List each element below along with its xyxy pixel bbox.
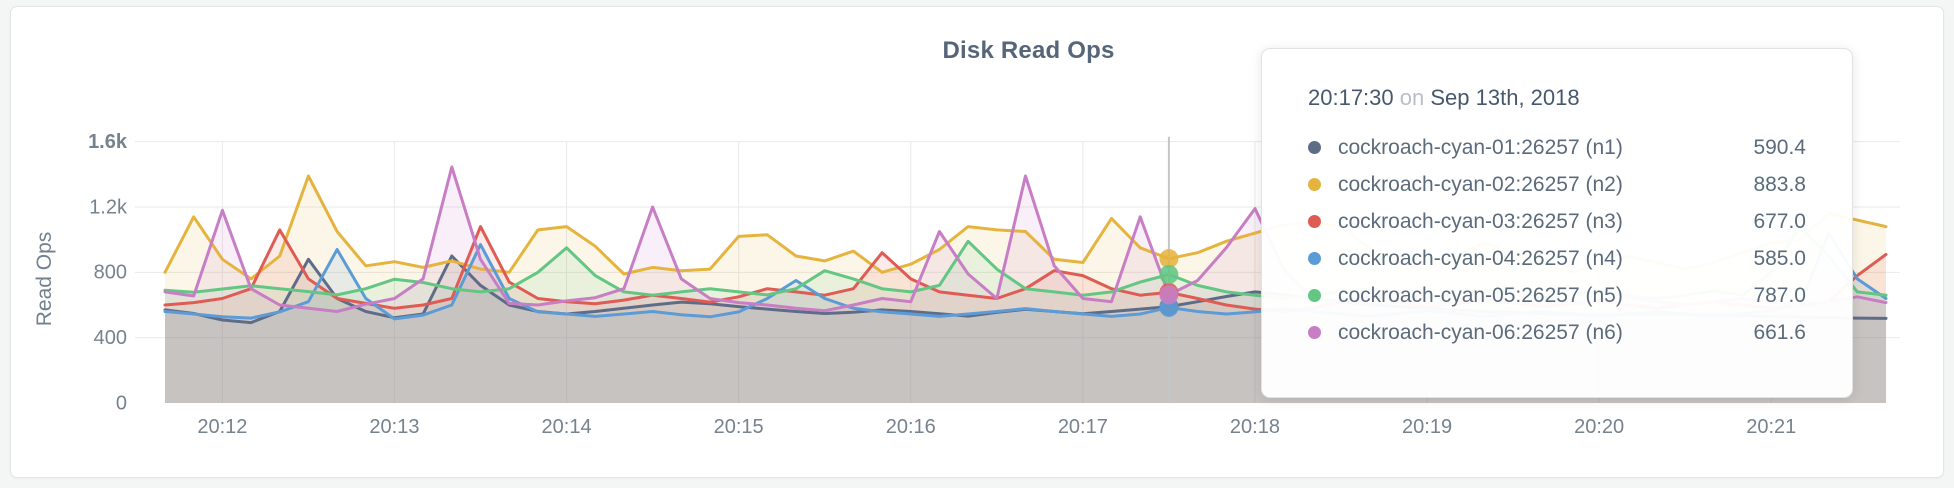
hover-dots bbox=[1159, 249, 1179, 317]
tooltip-series-value: 787.0 bbox=[1753, 283, 1806, 307]
series-color-dot bbox=[1308, 141, 1321, 154]
x-tick-label: 20:19 bbox=[1402, 416, 1452, 438]
x-tick-label: 20:13 bbox=[369, 416, 419, 438]
y-tick-label: 0 bbox=[116, 392, 127, 414]
tooltip-row: cockroach-cyan-01:26257 (n1) 590.4 bbox=[1308, 129, 1806, 166]
tooltip-row: cockroach-cyan-06:26257 (n6) 661.6 bbox=[1308, 314, 1806, 351]
tooltip-series-value: 585.0 bbox=[1753, 246, 1806, 270]
y-axis-ticks: 0 400 800 1.2k 1.6k bbox=[88, 131, 128, 414]
tooltip-row: cockroach-cyan-03:26257 (n3) 677.0 bbox=[1308, 203, 1806, 240]
series-color-dot bbox=[1308, 252, 1321, 265]
series-color-dot bbox=[1308, 215, 1321, 228]
tooltip-header: 20:17:30 on Sep 13th, 2018 bbox=[1308, 85, 1806, 111]
x-axis-ticks: 20:12 20:13 20:14 20:15 20:16 20:17 20:18 20:19… bbox=[197, 416, 1796, 438]
tooltip-series-name: cockroach-cyan-04:26257 (n4) bbox=[1338, 246, 1623, 270]
x-tick-label: 20:14 bbox=[542, 416, 592, 438]
x-tick-label: 20:20 bbox=[1574, 416, 1624, 438]
tooltip-series-name: cockroach-cyan-02:26257 (n2) bbox=[1338, 172, 1623, 196]
series-color-dot bbox=[1308, 326, 1321, 339]
series-color-dot bbox=[1308, 289, 1321, 302]
tooltip-series-name: cockroach-cyan-01:26257 (n1) bbox=[1338, 135, 1623, 159]
y-tick-label: 800 bbox=[94, 262, 127, 284]
tooltip-row: cockroach-cyan-04:26257 (n4) 585.0 bbox=[1308, 240, 1806, 277]
tooltip-conjunction: on bbox=[1399, 85, 1425, 110]
y-tick-label: 1.2k bbox=[89, 196, 128, 218]
tooltip-time: 20:17:30 bbox=[1308, 85, 1394, 110]
series-color-dot bbox=[1308, 178, 1321, 191]
x-tick-label: 20:15 bbox=[714, 416, 764, 438]
tooltip-series-value: 677.0 bbox=[1753, 209, 1806, 233]
hover-tooltip: 20:17:30 on Sep 13th, 2018 cockroach-cya… bbox=[1261, 48, 1853, 398]
tooltip-series-value: 883.8 bbox=[1753, 172, 1806, 196]
x-tick-label: 20:18 bbox=[1230, 416, 1280, 438]
tooltip-series-name: cockroach-cyan-05:26257 (n5) bbox=[1338, 283, 1623, 307]
hover-dot bbox=[1159, 285, 1179, 305]
hover-dot bbox=[1159, 264, 1179, 284]
y-tick-label: 400 bbox=[94, 327, 127, 349]
tooltip-date: Sep 13th, 2018 bbox=[1430, 85, 1580, 110]
tooltip-series-name: cockroach-cyan-06:26257 (n6) bbox=[1338, 320, 1623, 344]
tooltip-series-value: 590.4 bbox=[1753, 135, 1806, 159]
tooltip-row: cockroach-cyan-05:26257 (n5) 787.0 bbox=[1308, 277, 1806, 314]
x-tick-label: 20:21 bbox=[1746, 416, 1796, 438]
chart-title: Disk Read Ops bbox=[942, 37, 1115, 64]
hover-dot bbox=[1159, 249, 1179, 269]
tooltip-series-name: cockroach-cyan-03:26257 (n3) bbox=[1338, 209, 1623, 233]
y-tick-label: 1.6k bbox=[88, 131, 128, 153]
x-tick-label: 20:16 bbox=[886, 416, 936, 438]
x-tick-label: 20:12 bbox=[197, 416, 247, 438]
x-tick-label: 20:17 bbox=[1058, 416, 1108, 438]
tooltip-series-value: 661.6 bbox=[1753, 320, 1806, 344]
tooltip-row: cockroach-cyan-02:26257 (n2) 883.8 bbox=[1308, 166, 1806, 203]
tooltip-rows: cockroach-cyan-01:26257 (n1) 590.4 cockroa… bbox=[1308, 129, 1806, 351]
